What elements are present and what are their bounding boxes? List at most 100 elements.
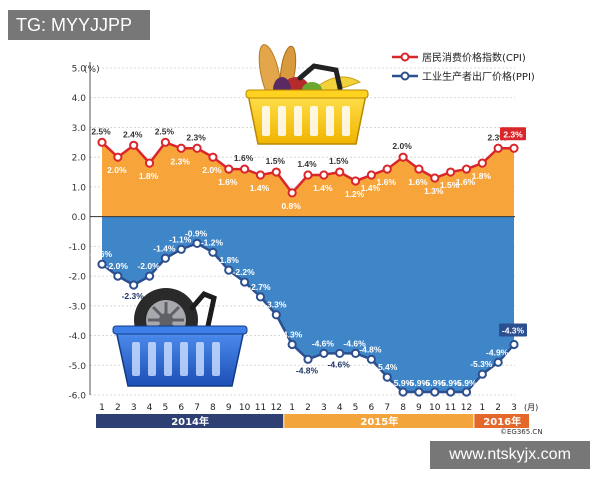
x-tick-label: 8: [210, 403, 216, 413]
cpi-value-label: 2.3%: [171, 156, 191, 166]
ppi-point: [176, 244, 186, 254]
x-tick-label: 11: [445, 403, 456, 413]
ppi-point: [113, 271, 123, 281]
ppi-point: [366, 354, 376, 364]
cpi-point: [129, 140, 139, 150]
cpi-point: [335, 167, 345, 177]
cpi-point: [461, 164, 472, 174]
ppi-point: [287, 339, 297, 350]
ppi-value-label: -3.3%: [264, 300, 287, 310]
cpi-value-label: 1.5%: [266, 156, 286, 166]
ppi-area: [102, 216, 514, 393]
x-tick-label: 4: [147, 403, 153, 413]
ppi-value-label: -5.9%: [439, 378, 462, 388]
ppi-value-label: -2.0%: [106, 261, 129, 271]
y-tick-label: -6.0: [68, 392, 86, 402]
ppi-point: [271, 310, 281, 320]
y-tick-label: -2.0: [68, 273, 86, 283]
x-tick-label: 7: [384, 403, 390, 413]
watermark-bottom-right: www.ntskyjx.com: [430, 441, 590, 469]
y-tick-label: 2.0: [72, 154, 87, 164]
ppi-value-label: -0.9%: [185, 228, 208, 238]
cpi-value-label: 2.5%: [91, 126, 111, 136]
x-tick-label: 1: [99, 403, 105, 413]
year-band: [474, 414, 529, 428]
cpi-value-label: 1.4%: [313, 183, 333, 193]
cpi-last-badge: [500, 127, 526, 141]
ppi-value-label: -2.7%: [248, 282, 271, 292]
cpi-point: [224, 164, 234, 174]
ppi-point: [97, 259, 107, 269]
cpi-point: [97, 137, 107, 147]
legend-cpi-label: 居民消费价格指数(CPI): [422, 51, 526, 64]
cpi-value-label: 1.2%: [345, 189, 365, 199]
x-tick-label: 7: [194, 403, 200, 413]
cpi-value-label: 1.6%: [234, 153, 254, 163]
cpi-value-label: 1.6%: [218, 177, 238, 187]
ppi-point: [240, 277, 250, 287]
cpi-point: [160, 137, 170, 147]
ppi-last-badge: [499, 323, 527, 337]
year-band: [284, 414, 474, 428]
cpi-value-label: 1.3%: [424, 186, 444, 196]
x-tick-label: 11: [255, 403, 266, 413]
cpi-point: [493, 143, 503, 153]
ppi-point: [129, 280, 139, 290]
ppi-value-label: -4.6%: [328, 359, 351, 369]
y-unit-label: (%): [84, 65, 100, 75]
tire-basket-icon: [112, 288, 248, 387]
ppi-value-label: -4.6%: [343, 338, 366, 348]
ppi-point: [160, 253, 170, 263]
cpi-point: [287, 188, 297, 198]
cpi-point: [271, 167, 281, 177]
x-tick-label: 9: [416, 403, 422, 413]
y-tick-label: 4.0: [72, 94, 87, 104]
cpi-point: [303, 170, 313, 180]
x-tick-label: 12: [461, 403, 472, 413]
y-tick-label: -5.0: [68, 362, 86, 372]
ppi-point: [303, 354, 313, 364]
ppi-point: [509, 339, 519, 350]
ppi-value-label: -1.8%: [217, 255, 240, 265]
y-tick-label: 0.0: [72, 213, 87, 223]
x-tick-label: 6: [178, 403, 184, 413]
cpi-point: [446, 167, 456, 177]
ppi-point: [208, 247, 218, 257]
ppi-value-label: -4.9%: [486, 347, 509, 357]
cpi-value-label: 1.4%: [361, 183, 381, 193]
ppi-point: [446, 387, 456, 397]
y-tick-label: -3.0: [68, 302, 86, 312]
year-band: [96, 414, 284, 428]
cpi-point: [192, 143, 202, 153]
cpi-value-label: 2.0%: [202, 165, 222, 175]
x-tick-label: 2: [115, 403, 121, 413]
cpi-value-label: 1.4%: [250, 183, 270, 193]
ppi-value-label: -4.8%: [296, 365, 319, 375]
x-tick-label: 10: [429, 403, 441, 413]
cpi-point: [398, 152, 408, 162]
cpi-point: [319, 170, 329, 180]
legend: 居民消费价格指数(CPI) 工业生产者出厂价格(PPI): [392, 51, 535, 83]
cpi-value-label: 2.3%: [503, 129, 523, 139]
ppi-point: [382, 372, 392, 382]
year-bands: 2014年 2015年 2016年: [96, 414, 529, 428]
cpi-point: [509, 143, 519, 153]
y-tick-label: 1.0: [72, 183, 87, 193]
cpi-point: [208, 152, 218, 162]
x-tick-label: 5: [163, 403, 169, 413]
ppi-value-label: -5.9%: [391, 378, 414, 388]
cpi-value-label: 2.4%: [123, 129, 143, 139]
cpi-point: [477, 158, 487, 168]
x-tick-label: 1: [479, 403, 485, 413]
y-tick-label: 3.0: [72, 124, 87, 134]
ppi-point: [477, 369, 487, 379]
cpi-point: [366, 170, 376, 180]
ppi-point: [398, 387, 408, 397]
cpi-value-label: 2.3%: [487, 132, 507, 142]
ppi-value-label: -1.1%: [169, 234, 192, 244]
ppi-point: [224, 265, 234, 275]
cpi-point: [113, 152, 123, 162]
series-points: [97, 137, 519, 397]
ppi-value-label: -4.3%: [280, 329, 303, 339]
ppi-point: [144, 271, 155, 281]
